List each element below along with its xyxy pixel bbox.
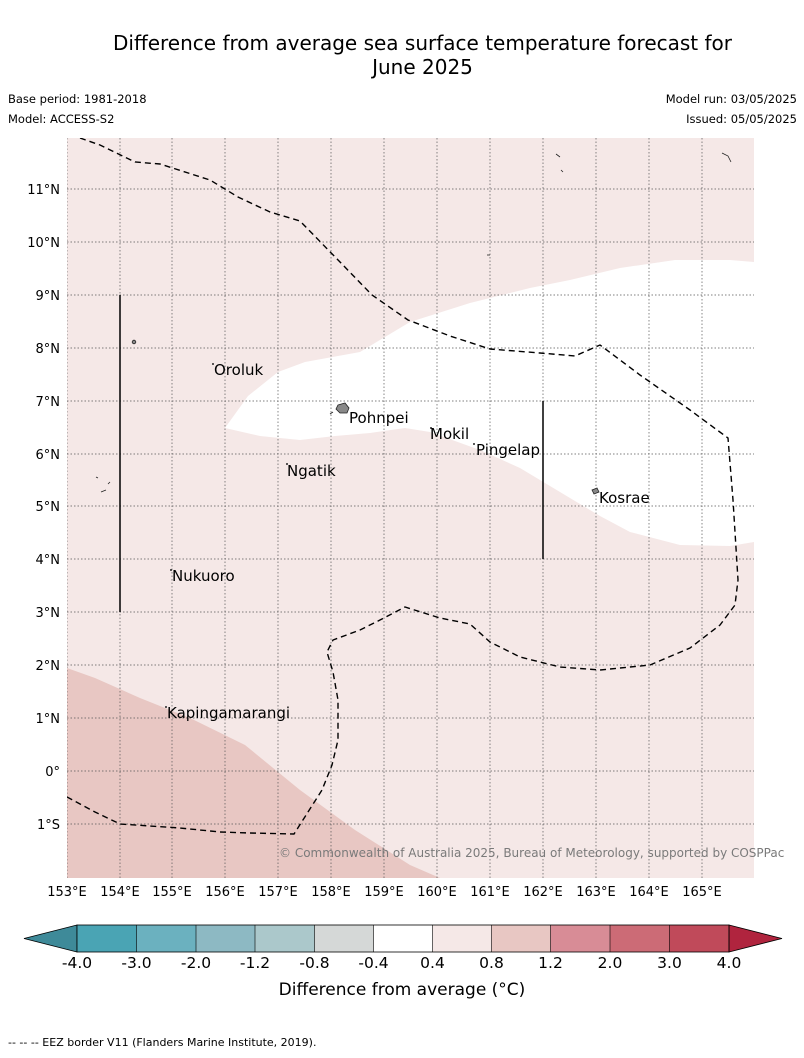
lat-label: 2°N	[36, 659, 61, 674]
lon-label: 155°E	[152, 885, 192, 900]
colorbar-tick: 0.8	[479, 954, 504, 972]
issued-date: Issued: 05/05/2025	[686, 112, 797, 126]
colorbar-tick: -0.8	[299, 954, 329, 972]
islet-outline	[329, 411, 334, 415]
colorbar-tick: 1.2	[538, 954, 563, 972]
lat-label: 5°N	[36, 500, 61, 515]
lat-label: 4°N	[36, 553, 61, 568]
lon-label: 156°E	[205, 885, 245, 900]
colorbar-extend-high	[728, 924, 783, 953]
title-line-2: June 2025	[372, 55, 473, 79]
eez-border-north	[67, 138, 739, 835]
colorbar-tick: -4.0	[62, 954, 92, 972]
lon-label: 154°E	[100, 885, 140, 900]
neutral-anomaly-region	[225, 260, 754, 546]
colorbar-segment	[314, 925, 374, 952]
colorbar-ticks: -4.0 -3.0 -2.0 -1.2 -0.8 -0.4 0.4 0.8 1.…	[62, 954, 741, 972]
pohnpei-island	[335, 402, 350, 414]
lat-label: 0°	[45, 765, 60, 780]
model-name: Model: ACCESS-S2	[8, 112, 115, 126]
latitude-labels: 11°N 10°N 9°N 8°N 7°N 6°N 5°N 4°N 3°N 2°…	[27, 183, 60, 833]
place-label-ngatik: Ngatik	[287, 462, 336, 480]
colorbar-segment	[432, 925, 492, 952]
copyright-credit: © Commonwealth of Australia 2025, Bureau…	[279, 846, 784, 860]
eez-footnote: -- -- -- EEZ border V11 (Flanders Marine…	[8, 1036, 317, 1049]
lat-label: 8°N	[36, 342, 61, 357]
graticule	[67, 138, 754, 878]
lon-label: 160°E	[417, 885, 457, 900]
colorbar-extend-low	[23, 924, 78, 953]
colorbar-segment	[136, 925, 196, 952]
place-label-mokil: Mokil	[430, 425, 469, 443]
islet-marker	[429, 426, 432, 429]
lat-label: 3°N	[36, 606, 61, 621]
colorbar-segment	[255, 925, 315, 952]
lon-label: 157°E	[258, 885, 298, 900]
kosrae-island	[591, 487, 600, 495]
islet-outline	[721, 152, 732, 163]
colorbar-segment	[196, 925, 255, 952]
colorbar-segment	[669, 925, 729, 952]
colorbar-tick: 0.4	[420, 954, 445, 972]
colorbar-label: Difference from average (°C)	[278, 980, 526, 1000]
lon-label: 159°E	[364, 885, 404, 900]
islet-outline	[555, 153, 564, 173]
colorbar-segment	[610, 925, 670, 952]
lat-label: 9°N	[36, 289, 61, 304]
lon-label: 161°E	[470, 885, 510, 900]
lat-label: 1°N	[36, 712, 61, 727]
anomaly-band-0p8-1p2	[67, 668, 440, 878]
islet-marker	[472, 442, 475, 445]
colorbar-frame	[76, 924, 730, 953]
lon-label: 163°E	[576, 885, 616, 900]
lat-label: 1°S	[37, 818, 60, 833]
colorbar-tick: 3.0	[657, 954, 682, 972]
lat-label: 6°N	[36, 448, 61, 463]
colorbar-tick: -1.2	[240, 954, 270, 972]
colorbar-segment	[550, 925, 610, 952]
lat-label: 7°N	[36, 395, 61, 410]
colorbar-segment	[491, 925, 551, 952]
lon-label: 158°E	[311, 885, 351, 900]
lon-label: 165°E	[682, 885, 722, 900]
islet-marker	[131, 339, 137, 345]
colorbar-tick: -2.0	[181, 954, 211, 972]
islands	[95, 152, 732, 709]
lon-label: 162°E	[523, 885, 563, 900]
islet-marker	[164, 706, 167, 709]
colorbar: -4.0 -3.0 -2.0 -1.2 -0.8 -0.4 0.4 0.8 1.…	[23, 924, 783, 972]
place-label-nukuoro: Nukuoro	[172, 567, 235, 585]
lat-label: 11°N	[27, 183, 60, 198]
base-period: Base period: 1981-2018	[8, 92, 147, 106]
place-label-kapingamarangi: Kapingamarangi	[167, 704, 290, 722]
model-run: Model run: 03/05/2025	[665, 92, 797, 106]
islet-marker	[211, 362, 214, 365]
colorbar-tick: 2.0	[598, 954, 623, 972]
lat-label: 10°N	[27, 236, 60, 251]
sst-anomaly-map: 11°N 10°N 9°N 8°N 7°N 6°N 5°N 4°N 3°N 2°…	[27, 138, 784, 900]
colorbar-tick: 4.0	[717, 954, 742, 972]
lon-label: 153°E	[47, 885, 87, 900]
islet-outline	[95, 476, 111, 493]
colorbar-tick: -3.0	[121, 954, 151, 972]
place-label-kosrae: Kosrae	[599, 489, 650, 507]
lon-label: 164°E	[629, 885, 669, 900]
colorbar-segment	[373, 925, 433, 952]
place-label-pohnpei: Pohnpei	[349, 409, 409, 427]
place-label-pingelap: Pingelap	[476, 441, 540, 459]
islet-marker	[169, 569, 172, 572]
place-labels: Oroluk Pohnpei Mokil Pingelap Ngatik Kos…	[167, 361, 650, 722]
colorbar-tick: -0.4	[358, 954, 388, 972]
colorbar-segment	[77, 925, 137, 952]
islet-marker	[285, 462, 288, 465]
longitude-labels: 153°E 154°E 155°E 156°E 157°E 158°E 159°…	[47, 885, 722, 900]
title-line-1: Difference from average sea surface temp…	[112, 31, 732, 55]
chart-title: Difference from average sea surface temp…	[0, 31, 804, 79]
place-label-oroluk: Oroluk	[214, 361, 263, 379]
colorbar-dividers	[136, 925, 670, 952]
